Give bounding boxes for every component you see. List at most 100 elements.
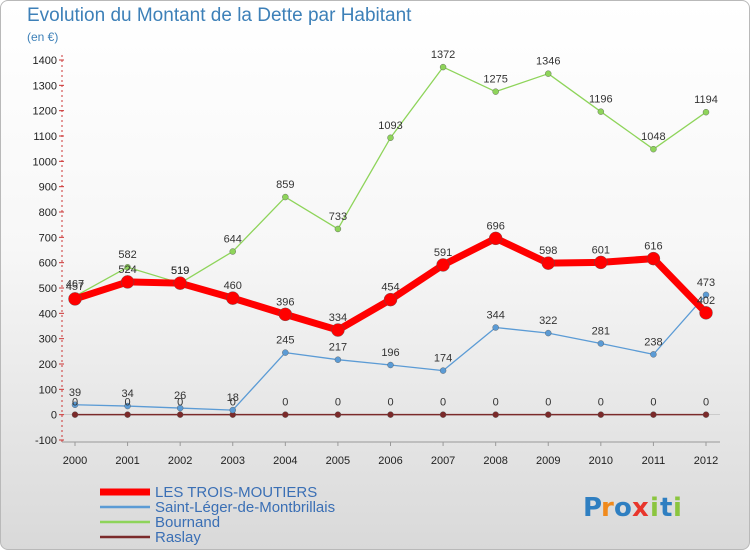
data-label-les-trois-moutiers: 696	[486, 220, 504, 232]
data-point-les-trois-moutiers	[173, 276, 187, 290]
data-point-les-trois-moutiers	[699, 306, 713, 320]
data-label-les-trois-moutiers: 598	[539, 245, 557, 257]
data-label-bournand: 1194	[694, 94, 718, 106]
data-label-les-trois-moutiers: 591	[434, 247, 452, 259]
legend: LES TROIS-MOUTIERSSaint-Léger-de-Montbri…	[100, 484, 335, 546]
y-tick-label: 800	[39, 207, 57, 219]
data-point-bournand	[282, 193, 289, 201]
logo-letter: t	[660, 493, 672, 523]
x-tick-label: 2002	[168, 455, 192, 467]
x-tick-label: 2012	[694, 455, 718, 467]
data-point-raslay	[597, 411, 605, 418]
data-label-raslay: 0	[177, 397, 183, 409]
data-label-bournand: 1346	[536, 56, 560, 68]
data-point-raslay	[387, 411, 394, 418]
chart-title: Evolution du Montant de la Dette par Hab…	[27, 5, 412, 26]
data-point-saint-l-ger-de-montbrillais	[492, 324, 499, 331]
y-tick-label: 100	[39, 384, 57, 396]
data-point-les-trois-moutiers	[646, 251, 661, 266]
data-label-les-trois-moutiers: 457	[66, 281, 84, 293]
data-label-bournand: 1275	[483, 74, 507, 86]
x-tick-label: 2009	[536, 455, 560, 467]
data-point-saint-l-ger-de-montbrillais	[439, 367, 447, 374]
data-label-les-trois-moutiers: 524	[118, 264, 136, 276]
data-point-les-trois-moutiers	[488, 231, 503, 246]
data-label-bournand: 733	[329, 211, 347, 223]
data-point-les-trois-moutiers	[331, 323, 345, 337]
data-label-les-trois-moutiers: 402	[697, 295, 715, 307]
y-tick-label: 1000	[33, 156, 57, 168]
data-point-les-trois-moutiers	[541, 256, 555, 270]
data-point-bournand	[702, 108, 710, 116]
y-tick-label: 1400	[33, 55, 57, 67]
data-label-saint-l-ger-de-montbrillais: 26	[174, 390, 186, 402]
data-point-bournand	[334, 225, 342, 233]
data-label-bournand: 644	[224, 234, 242, 246]
data-point-les-trois-moutiers	[278, 307, 293, 322]
y-tick-label: 900	[39, 182, 57, 194]
data-point-les-trois-moutiers	[226, 291, 240, 305]
data-label-les-trois-moutiers: 454	[381, 282, 399, 294]
data-label-bournand: 1048	[641, 131, 665, 143]
data-point-saint-l-ger-de-montbrillais	[71, 401, 79, 408]
data-point-saint-l-ger-de-montbrillais	[597, 340, 605, 347]
y-tick-label: 1200	[33, 106, 57, 118]
data-label-bournand: 519	[171, 265, 189, 277]
x-tick-label: 2006	[378, 455, 402, 467]
data-label-raslay: 0	[493, 397, 499, 409]
x-tick-label: 2011	[642, 455, 666, 467]
data-label-raslay: 0	[440, 397, 446, 409]
y-tick-label: 500	[39, 283, 57, 295]
data-point-saint-l-ger-de-montbrillais	[124, 402, 131, 410]
data-point-raslay	[545, 411, 552, 418]
x-tick-label: 2007	[431, 455, 455, 467]
data-label-bournand: 1196	[589, 94, 613, 106]
series-layer	[68, 63, 713, 418]
y-tick-label: 200	[39, 359, 57, 371]
data-point-raslay	[439, 411, 447, 418]
data-label-saint-l-ger-de-montbrillais: 217	[329, 342, 347, 354]
data-label-raslay: 0	[650, 397, 656, 409]
data-label-raslay: 0	[703, 397, 709, 409]
logo-letter: x	[632, 493, 649, 523]
y-tick-label: 1100	[33, 131, 57, 143]
logo-letter: i	[650, 493, 659, 523]
data-label-saint-l-ger-de-montbrillais: 18	[227, 392, 239, 404]
data-point-raslay	[282, 411, 289, 418]
y-tick-label: 1300	[33, 80, 57, 92]
proxiti-logo: Pr o x i t i	[583, 493, 682, 523]
data-point-raslay	[492, 411, 499, 418]
x-tick-label: 2001	[115, 455, 139, 467]
logo-letter: o	[614, 493, 632, 523]
y-tick-label: -100	[35, 435, 57, 447]
y-tick-label: 600	[39, 258, 57, 270]
x-tick-label: 2004	[273, 455, 297, 467]
data-label-raslay: 0	[545, 397, 551, 409]
y-tick-label: 700	[39, 232, 57, 244]
logo-letter: P	[583, 493, 602, 523]
data-label-les-trois-moutiers: 460	[224, 280, 242, 292]
legend-label-raslay: Raslay	[155, 529, 201, 546]
legend-label-les-trois-moutiers: LES TROIS-MOUTIERS	[155, 484, 317, 501]
data-label-saint-l-ger-de-montbrillais: 174	[434, 353, 452, 365]
logo-letter: i	[673, 493, 682, 523]
data-point-les-trois-moutiers	[68, 292, 82, 306]
data-point-saint-l-ger-de-montbrillais	[702, 291, 710, 299]
data-point-saint-l-ger-de-montbrillais	[545, 329, 552, 337]
x-tick-label: 2008	[483, 455, 507, 467]
data-label-saint-l-ger-de-montbrillais: 245	[276, 335, 294, 347]
chart-unit: (en €)	[27, 30, 58, 44]
data-point-bournand	[492, 88, 499, 95]
data-point-bournand	[597, 108, 605, 115]
data-label-les-trois-moutiers: 616	[644, 241, 662, 253]
data-point-saint-l-ger-de-montbrillais	[229, 406, 236, 414]
data-label-raslay: 0	[72, 397, 78, 409]
data-point-les-trois-moutiers	[594, 255, 608, 270]
data-label-bournand: 467	[66, 278, 84, 290]
data-label-saint-l-ger-de-montbrillais: 39	[69, 387, 81, 399]
y-tick-label: 0	[51, 410, 57, 422]
data-label-raslay: 0	[598, 397, 604, 409]
data-point-bournand	[229, 248, 236, 255]
data-label-les-trois-moutiers: 334	[329, 312, 347, 324]
